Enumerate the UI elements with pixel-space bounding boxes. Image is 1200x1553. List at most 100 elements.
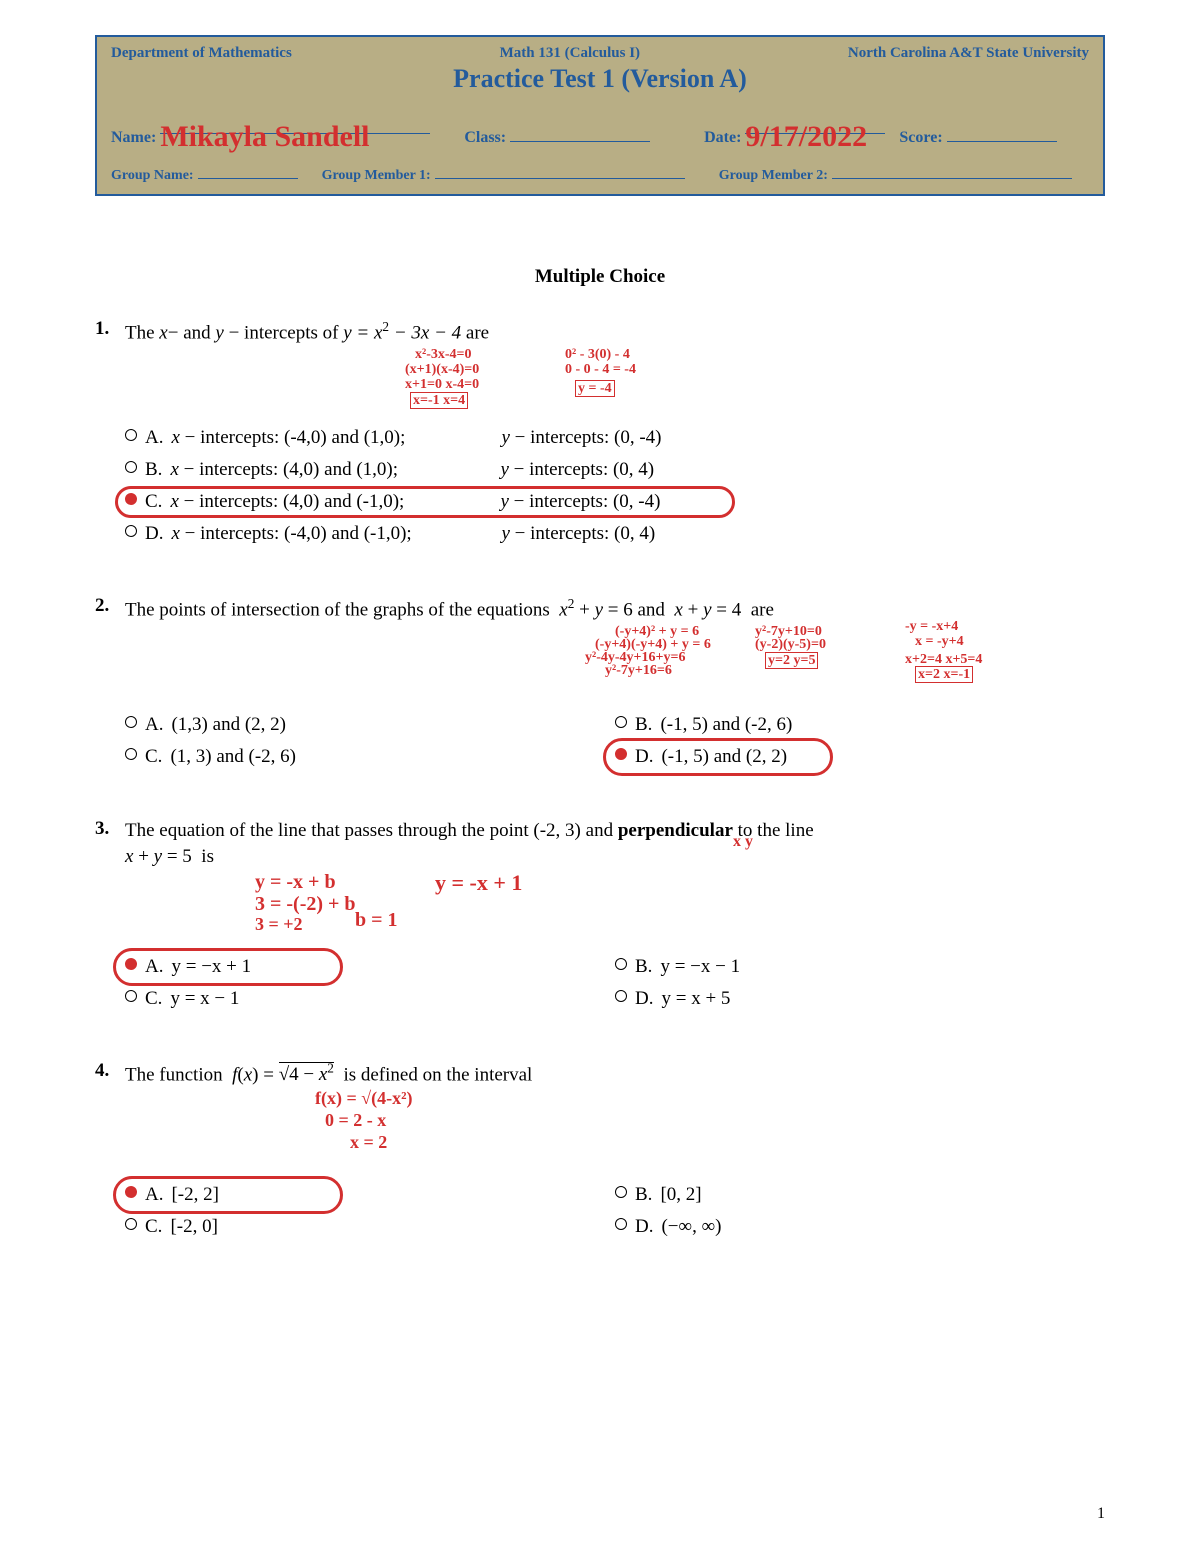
question-2: 2. The points of intersection of the gra… [95, 595, 1105, 768]
option-text: (-1, 5) and (-2, 6) [660, 714, 792, 736]
option-text: [0, 2] [660, 1184, 701, 1206]
option[interactable]: B. [0, 2] [615, 1184, 1105, 1206]
option-text: x − intercepts: (-4,0) and (1,0); [171, 427, 501, 449]
university-label: North Carolina A&T State University [848, 45, 1089, 62]
handwriting: 3 = +2 [255, 915, 303, 935]
option-text: x − intercepts: (4,0) and (-1,0); [170, 491, 500, 513]
question-4: 4. The function f(x) = √4 − x2 is define… [95, 1060, 1105, 1238]
q2-number: 2. [95, 595, 109, 617]
handwriting: (y-2)(y-5)=0 [755, 637, 826, 652]
q4-work: f(x) = √(4-x²)0 = 2 - xx = 2 [125, 1089, 1105, 1174]
member1-label: Group Member 1: [322, 168, 431, 184]
handwriting: y=2 y=5 [765, 652, 818, 669]
handwriting: x+1=0 x-4=0 [405, 377, 479, 392]
option-text2: y − intercepts: (0, 4) [501, 523, 655, 545]
option-letter: A. [145, 714, 163, 736]
option-text2: y − intercepts: (0, -4) [501, 427, 661, 449]
course-label: Math 131 (Calculus I) [500, 45, 640, 62]
radio-icon [125, 525, 137, 537]
q1-work: x²-3x-4=0(x+1)(x-4)=0x+1=0 x-4=0x=-1 x=4… [125, 347, 1105, 417]
option-text: (1,3) and (2, 2) [171, 714, 286, 736]
option[interactable]: C. (1, 3) and (-2, 6) [125, 746, 615, 768]
handwriting: y = -x + 1 [435, 871, 522, 895]
section-title: Multiple Choice [95, 266, 1105, 288]
score-field [947, 124, 1057, 142]
option-text: y = x + 5 [661, 988, 730, 1010]
radio-icon [615, 990, 627, 1002]
date-label: Date: [704, 129, 741, 147]
option-letter: B. [635, 714, 652, 736]
option[interactable]: C. x − intercepts: (4,0) and (-1,0); y −… [125, 491, 660, 513]
option-letter: A. [145, 1184, 163, 1206]
handwriting: 0 - 0 - 4 = -4 [565, 362, 636, 377]
radio-icon [125, 461, 137, 473]
date-value: 9/17/2022 [745, 120, 867, 153]
handwriting: f(x) = √(4-x²) [315, 1089, 413, 1109]
option-letter: C. [145, 491, 162, 513]
radio-icon [125, 716, 137, 728]
q3-text: The equation of the line that passes thr… [125, 818, 1105, 871]
name-field: Mikayla Sandell [160, 116, 430, 134]
option-text: y = −x − 1 [660, 956, 740, 978]
class-field [510, 124, 650, 142]
radio-icon [125, 1186, 137, 1198]
option-letter: B. [635, 956, 652, 978]
option[interactable]: D. (-1, 5) and (2, 2) [615, 746, 1105, 768]
handwriting: x = 2 [350, 1133, 387, 1153]
group-name-label: Group Name: [111, 168, 194, 184]
option[interactable]: C. y = x − 1 [125, 988, 615, 1010]
handwriting: x²-3x-4=0 [415, 347, 472, 362]
date-field: 9/17/2022 [745, 116, 885, 134]
handwriting: x=2 x=-1 [915, 666, 973, 683]
q2-options: A. (1,3) and (2, 2) B. (-1, 5) and (-2, … [125, 714, 1105, 768]
option-letter: A. [145, 956, 163, 978]
q4-number: 4. [95, 1060, 109, 1082]
option[interactable]: A. [-2, 2] [125, 1184, 615, 1206]
option[interactable]: A. (1,3) and (2, 2) [125, 714, 615, 736]
q1-options: A. x − intercepts: (-4,0) and (1,0); y −… [125, 427, 1105, 545]
test-title: Practice Test 1 (Version A) [111, 64, 1089, 94]
handwriting: -y = -x+4 [905, 619, 958, 634]
member2-label: Group Member 2: [719, 168, 828, 184]
option[interactable]: D. y = x + 5 [615, 988, 1105, 1010]
handwriting: x=-1 x=4 [410, 392, 468, 409]
name-label: Name: [111, 129, 156, 147]
handwriting: y = -4 [575, 380, 615, 397]
test-header: Department of Mathematics Math 131 (Calc… [95, 35, 1105, 196]
score-label: Score: [899, 129, 942, 147]
option[interactable]: D. x − intercepts: (-4,0) and (-1,0); y … [125, 523, 655, 545]
option-text: y = −x + 1 [171, 956, 251, 978]
radio-icon [615, 748, 627, 760]
question-3: 3. The equation of the line that passes … [95, 818, 1105, 1010]
q3-work: y = -x + b3 = -(-2) + b3 = +2b = 1y = -x… [125, 871, 1105, 946]
radio-icon [125, 493, 137, 505]
option[interactable]: B. x − intercepts: (4,0) and (1,0); y − … [125, 459, 654, 481]
radio-icon [125, 958, 137, 970]
option[interactable]: B. (-1, 5) and (-2, 6) [615, 714, 1105, 736]
option[interactable]: C. [-2, 0] [125, 1216, 615, 1238]
question-1: 1. The x− and y − intercepts of y = x2 −… [95, 318, 1105, 545]
q3-options: A. y = −x + 1 B. y = −x − 1 C. y = x − 1… [125, 956, 1105, 1010]
member1-field [435, 161, 685, 179]
handwriting: (x+1)(x-4)=0 [405, 362, 479, 377]
option[interactable]: A. x − intercepts: (-4,0) and (1,0); y −… [125, 427, 662, 449]
radio-icon [125, 429, 137, 441]
option[interactable]: D. (−∞, ∞) [615, 1216, 1105, 1238]
handwriting: 0² - 3(0) - 4 [565, 347, 630, 362]
option-text2: y − intercepts: (0, 4) [500, 459, 654, 481]
option-text2: y − intercepts: (0, -4) [500, 491, 660, 513]
q1-number: 1. [95, 318, 109, 340]
option[interactable]: A. y = −x + 1 [125, 956, 615, 978]
q1-text: The x− and y − intercepts of y = x2 − 3x… [125, 318, 1105, 347]
option[interactable]: B. y = −x − 1 [615, 956, 1105, 978]
handwriting: 3 = -(-2) + b [255, 893, 356, 915]
dept-label: Department of Mathematics [111, 45, 292, 62]
option-text: (1, 3) and (-2, 6) [170, 746, 296, 768]
handwriting: b = 1 [355, 909, 398, 931]
option-text: [-2, 0] [170, 1216, 217, 1238]
name-value: Mikayla Sandell [160, 120, 369, 153]
group-name-field [198, 161, 298, 179]
handwriting: x = -y+4 [915, 634, 964, 649]
radio-icon [615, 1186, 627, 1198]
option-letter: D. [145, 523, 163, 545]
